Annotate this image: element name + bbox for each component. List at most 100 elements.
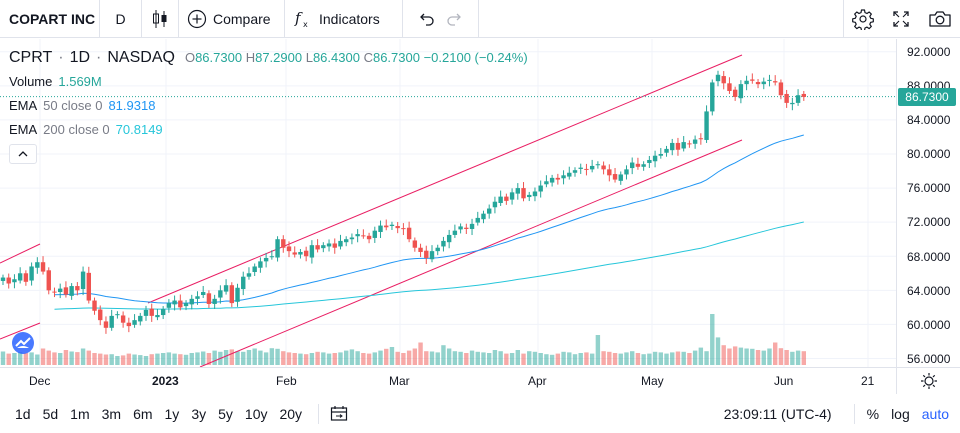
candle <box>647 155 652 168</box>
percent-scale-toggle[interactable]: % <box>866 405 880 422</box>
volume-bar <box>281 351 286 365</box>
candle-body <box>17 273 23 281</box>
volume-bar <box>52 352 57 365</box>
axis-settings-button[interactable] <box>896 367 960 394</box>
log-scale-toggle[interactable]: log <box>891 405 910 422</box>
range-5d-button[interactable]: 5d <box>42 405 59 422</box>
candle <box>252 263 257 277</box>
undo-redo-group <box>403 0 479 38</box>
candle <box>532 187 538 202</box>
candle <box>555 173 561 185</box>
candle <box>458 223 463 234</box>
candle-body <box>326 243 332 247</box>
indicators-button[interactable]: f x Indicators <box>285 0 403 38</box>
settings-button[interactable] <box>844 0 882 38</box>
ema50-legend-row[interactable]: EMA 50 close 0 81.9318 <box>9 94 528 118</box>
symbol-legend-row[interactable]: CPRT · 1D · NASDAQ O86.7300 H87.2900 L86… <box>9 46 528 70</box>
candle <box>183 300 189 311</box>
candle-body <box>715 74 721 82</box>
volume-bar <box>401 353 406 365</box>
candle-body <box>418 247 423 252</box>
volume-bar <box>492 350 498 365</box>
volume-bar <box>92 353 97 365</box>
candle-body <box>29 266 34 281</box>
volume-bar <box>664 353 669 365</box>
volume-bar <box>178 354 183 365</box>
chart-pane[interactable] <box>0 39 896 367</box>
tradingview-logo[interactable] <box>12 332 34 354</box>
volume-bar <box>80 348 86 365</box>
range-10y-button[interactable]: 10y <box>244 405 268 422</box>
candle-body <box>46 270 51 291</box>
candle <box>681 136 686 152</box>
close-label: C <box>363 50 373 65</box>
candle <box>58 283 63 299</box>
goto-date-button[interactable] <box>329 405 349 423</box>
candle <box>143 305 149 321</box>
candle <box>755 79 761 89</box>
compare-label: Compare <box>213 10 271 27</box>
volume-legend-row[interactable]: Volume 1.569M <box>9 70 528 94</box>
range-1m-button[interactable]: 1m <box>70 405 90 422</box>
volume-bar <box>372 352 377 365</box>
range-5y-button[interactable]: 5y <box>218 405 233 422</box>
candle <box>635 157 641 170</box>
volume-bar <box>35 354 40 365</box>
candle-body <box>607 169 612 176</box>
candle <box>63 281 69 298</box>
time-axis[interactable]: Dec 2023 Feb Mar Apr May Jun 21 <box>0 367 896 394</box>
price-tick: 76.0000 <box>907 181 951 195</box>
volume-bar <box>773 342 778 365</box>
candle-body <box>790 102 795 105</box>
ema200-params: 200 close 0 <box>43 122 110 137</box>
candle <box>155 308 160 321</box>
snapshot-button[interactable] <box>920 0 960 38</box>
range-1d-button[interactable]: 1d <box>15 405 31 422</box>
candle <box>132 314 137 328</box>
candle-body <box>298 251 303 255</box>
chart-legend: CPRT · 1D · NASDAQ O86.7300 H87.2900 L86… <box>9 46 528 164</box>
candle <box>738 80 744 104</box>
range-6m-button[interactable]: 6m <box>133 405 153 422</box>
price-axis[interactable]: 92.0000 88.0000 84.0000 80.0000 76.0000 … <box>896 39 960 367</box>
range-3y-button[interactable]: 3y <box>191 405 207 422</box>
undo-icon[interactable] <box>417 10 435 28</box>
redo-icon[interactable] <box>446 10 464 28</box>
volume-bar <box>303 354 309 365</box>
volume-bar <box>138 355 143 365</box>
interval-button[interactable]: D <box>100 0 142 38</box>
candle-body <box>349 237 355 240</box>
compare-button[interactable]: Compare <box>179 0 285 38</box>
price-chart[interactable] <box>0 39 896 367</box>
candle <box>692 135 698 149</box>
candle-body <box>309 245 315 258</box>
candle <box>538 180 543 198</box>
candle-body <box>710 82 715 112</box>
legend-collapse-button[interactable] <box>9 144 37 164</box>
time-tick: 21 <box>861 374 875 388</box>
volume-bar <box>767 348 772 365</box>
candle-body <box>206 293 212 304</box>
fx-icon: f x <box>294 9 308 29</box>
range-3m-button[interactable]: 3m <box>101 405 122 422</box>
candle <box>120 311 126 328</box>
candle <box>795 89 801 106</box>
clock-timezone[interactable]: 23:09:11 (UTC-4) <box>723 405 832 422</box>
candle-body <box>263 257 269 262</box>
range-1y-button[interactable]: 1y <box>164 405 180 422</box>
candle-body <box>801 93 806 97</box>
fullscreen-button[interactable] <box>882 0 920 38</box>
symbol-search-button[interactable]: COPART INC <box>0 0 100 38</box>
candle <box>178 294 183 311</box>
range-20y-button[interactable]: 20y <box>279 405 303 422</box>
chart-type-button[interactable] <box>142 0 179 38</box>
volume-bar <box>132 354 137 365</box>
ema200-legend-row[interactable]: EMA 200 close 0 70.8149 <box>9 118 528 142</box>
candle <box>612 167 618 183</box>
candle-body <box>487 208 492 214</box>
candle <box>12 274 17 289</box>
volume-bar <box>0 351 6 365</box>
candle <box>206 290 212 308</box>
chevron-up-icon <box>18 151 28 157</box>
auto-scale-toggle[interactable]: auto <box>921 405 949 422</box>
